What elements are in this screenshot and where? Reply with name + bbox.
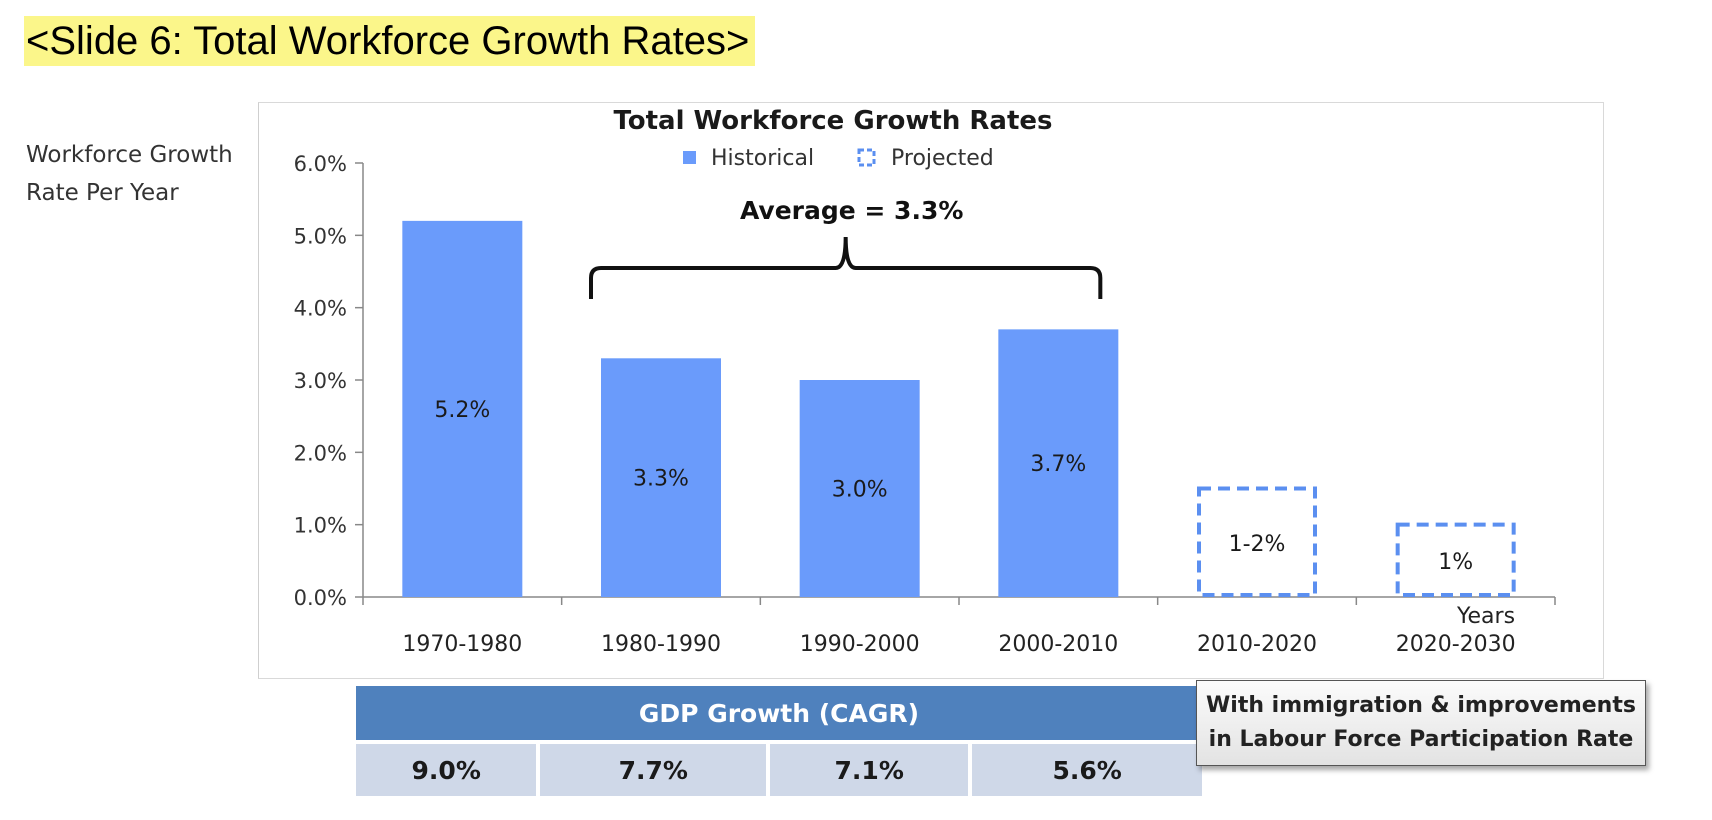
- y-axis-title-line-1: Workforce Growth: [26, 142, 233, 168]
- bar-historical: [998, 329, 1119, 597]
- x-tick-label: 2000-2010: [998, 632, 1118, 657]
- slide-heading: <Slide 6: Total Workforce Growth Rates>: [24, 16, 756, 66]
- bar-data-label: 5.2%: [434, 398, 490, 423]
- legend-label-historical: Historical: [711, 146, 814, 171]
- x-tick-label: 1980-1990: [601, 632, 721, 657]
- gdp-cell: 7.1%: [770, 744, 973, 796]
- x-tick-label: 2020-2030: [1396, 632, 1516, 657]
- bar-data-label: 1%: [1438, 550, 1473, 575]
- bar-projected: [1197, 486, 1317, 597]
- y-tick-label: 0.0%: [294, 586, 347, 610]
- bar-historical: [601, 358, 721, 597]
- y-tick-label: 5.0%: [294, 224, 347, 248]
- legend-swatch-projected: [857, 148, 876, 167]
- average-annotation: Average = 3.3%: [740, 196, 963, 225]
- projection-note-line-1: With immigration & improvements: [1206, 693, 1636, 718]
- chart-panel: Total Workforce Growth Rates Historical Pr…: [258, 102, 1604, 679]
- legend-label-projected: Projected: [891, 146, 994, 171]
- gdp-cell: 5.6%: [972, 744, 1202, 796]
- legend-swatch-historical: [683, 151, 696, 164]
- y-axis-title: Workforce Growth Rate Per Year: [26, 136, 233, 212]
- x-axis-title: Years: [1456, 604, 1515, 629]
- gdp-cell: 9.0%: [356, 744, 541, 796]
- bar-projected: [1395, 522, 1516, 597]
- bar-data-label: 3.7%: [1030, 452, 1086, 477]
- y-tick-label: 6.0%: [294, 152, 347, 176]
- average-brace: [589, 236, 1103, 299]
- x-tick-label: 1990-2000: [800, 632, 920, 657]
- gdp-cell: 7.7%: [540, 744, 771, 796]
- bar-data-label: 3.3%: [633, 467, 689, 492]
- y-axis-title-line-2: Rate Per Year: [26, 180, 179, 206]
- x-tick-label: 1970-1980: [402, 632, 522, 657]
- y-tick-label: 4.0%: [294, 297, 347, 321]
- y-tick-label: 3.0%: [294, 369, 347, 393]
- chart-title: Total Workforce Growth Rates: [613, 106, 1052, 136]
- gdp-table-header: GDP Growth (CAGR): [356, 686, 1202, 744]
- bar-data-label: 1-2%: [1229, 532, 1286, 557]
- bar-data-label: 3.0%: [832, 478, 888, 503]
- bar-historical: [799, 380, 920, 597]
- chart-svg: Total Workforce Growth Rates Historical Pr…: [294, 106, 1556, 657]
- y-tick-label: 1.0%: [294, 514, 347, 538]
- projection-note: With immigration & improvements in Labou…: [1196, 680, 1646, 766]
- gdp-growth-table: GDP Growth (CAGR) 9.0% 7.7% 7.1% 5.6%: [356, 686, 1202, 796]
- bar-historical: [402, 220, 523, 597]
- y-tick-label: 2.0%: [294, 441, 347, 465]
- projection-note-line-2: in Labour Force Participation Rate: [1208, 727, 1634, 752]
- x-tick-label: 2010-2020: [1197, 632, 1317, 657]
